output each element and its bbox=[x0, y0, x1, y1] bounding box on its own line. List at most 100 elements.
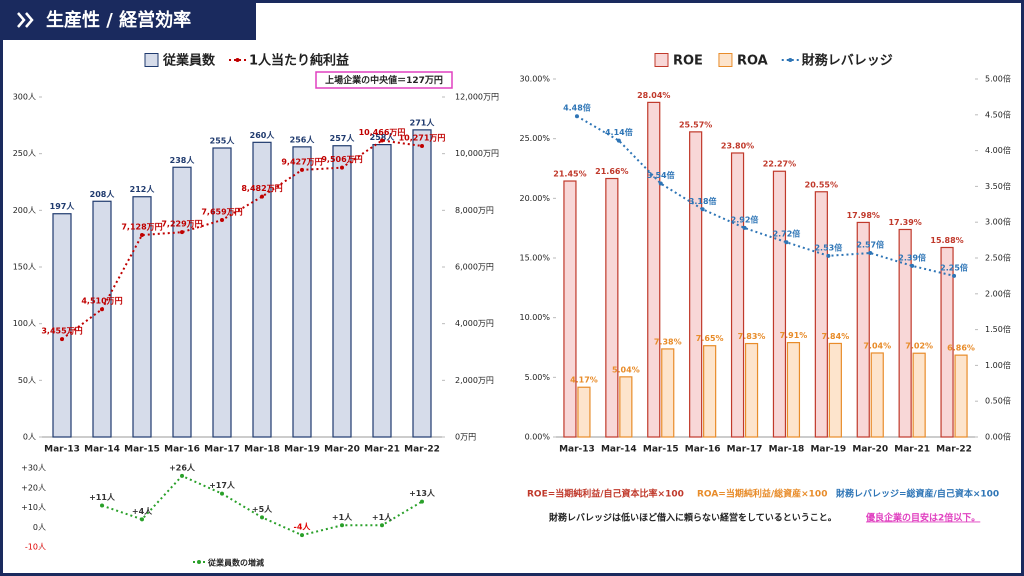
value-label: 17.98% bbox=[847, 211, 880, 220]
x-tick-label: Mar-21 bbox=[894, 445, 930, 455]
value-label: 7.91% bbox=[780, 331, 808, 340]
tick-label: 300人 bbox=[13, 93, 36, 102]
value-label: 208人 bbox=[90, 189, 116, 199]
bar bbox=[292, 146, 312, 438]
bar bbox=[92, 200, 112, 438]
tick-label: 2.00倍 bbox=[985, 288, 1011, 298]
x-tick-label: Mar-19 bbox=[810, 445, 846, 455]
header-icon bbox=[17, 12, 26, 28]
tick-label: 5.00% bbox=[525, 373, 551, 382]
bar bbox=[372, 144, 392, 438]
bar bbox=[619, 376, 633, 438]
point bbox=[910, 263, 915, 268]
bar bbox=[563, 180, 577, 438]
x-tick-label: Mar-14 bbox=[601, 445, 637, 455]
x-tick-label: Mar-15 bbox=[124, 445, 160, 455]
value-label: 3,455万円 bbox=[41, 327, 82, 336]
value-label: 7.04% bbox=[863, 341, 891, 350]
tick-label: 250人 bbox=[13, 149, 36, 158]
point bbox=[574, 114, 579, 119]
value-label: 17.39% bbox=[888, 218, 921, 227]
point bbox=[140, 517, 144, 522]
value-label: +5人 bbox=[252, 504, 273, 514]
value-label: 9,506万円 bbox=[321, 155, 362, 164]
value-label: 2.25倍 bbox=[940, 262, 968, 272]
x-tick-label: Mar-16 bbox=[164, 445, 200, 455]
tick-label: 30.00% bbox=[519, 75, 550, 84]
value-label: 212人 bbox=[130, 184, 156, 194]
bar bbox=[172, 166, 192, 438]
value-label: 197人 bbox=[50, 201, 76, 211]
bar bbox=[912, 352, 926, 438]
tick-label: 10,000万円 bbox=[455, 149, 499, 158]
x-tick-label: Mar-19 bbox=[284, 445, 320, 455]
point bbox=[100, 503, 104, 508]
tick-label: 200人 bbox=[13, 206, 36, 215]
tick-label: 6,000万円 bbox=[455, 263, 494, 272]
bar bbox=[828, 342, 842, 438]
tick-label: 100人 bbox=[13, 319, 36, 328]
legend-swatch bbox=[654, 53, 669, 67]
legend-swatch bbox=[718, 53, 733, 67]
point bbox=[952, 273, 957, 278]
point bbox=[260, 194, 264, 199]
header-icon bbox=[25, 12, 34, 28]
point bbox=[742, 225, 747, 230]
tick-label: +30人 bbox=[21, 464, 46, 473]
value-label: 8,482万円 bbox=[241, 184, 282, 193]
point bbox=[340, 165, 344, 170]
x-tick-label: Mar-15 bbox=[643, 445, 679, 455]
x-tick-label: Mar-13 bbox=[44, 445, 80, 455]
bar bbox=[744, 342, 759, 438]
point bbox=[826, 253, 831, 258]
bar bbox=[605, 177, 619, 438]
tick-label: 25.00% bbox=[519, 134, 550, 143]
tick-label: -10人 bbox=[25, 543, 46, 552]
annotation: 上場企業の中央値＝127万円 bbox=[325, 74, 443, 86]
point bbox=[180, 473, 184, 478]
bar bbox=[132, 196, 152, 438]
note: 優良企業の目安は2倍以下。 bbox=[865, 512, 980, 524]
tick-label: 3.50倍 bbox=[985, 181, 1011, 191]
value-label: 7.38% bbox=[654, 337, 682, 346]
value-label: +4人 bbox=[132, 506, 153, 516]
bar bbox=[814, 191, 828, 438]
tick-label: 2,000万円 bbox=[455, 376, 494, 385]
value-label: 256人 bbox=[290, 134, 316, 144]
line bbox=[576, 115, 955, 277]
point bbox=[340, 523, 344, 528]
note: 財務レバレッジ=総資産/自己資本×100 bbox=[835, 488, 999, 500]
value-label: 4,510万円 bbox=[81, 297, 122, 306]
legend-label: ROA bbox=[737, 54, 768, 69]
tick-label: 12,000万円 bbox=[455, 93, 499, 102]
value-label: +1人 bbox=[332, 512, 353, 522]
value-label: +11人 bbox=[89, 492, 116, 502]
point bbox=[260, 515, 264, 520]
x-tick-label: Mar-17 bbox=[727, 445, 763, 455]
value-label: 260人 bbox=[250, 130, 276, 140]
x-tick-label: Mar-18 bbox=[769, 445, 805, 455]
tick-label: 10.00% bbox=[519, 313, 550, 322]
bar bbox=[52, 213, 72, 438]
bar bbox=[332, 145, 352, 438]
value-label: 2.39倍 bbox=[898, 252, 926, 262]
value-label: 6.86% bbox=[947, 344, 975, 353]
point bbox=[140, 233, 144, 238]
bar bbox=[689, 131, 703, 438]
bar bbox=[212, 147, 232, 438]
tick-label: 50人 bbox=[18, 376, 36, 385]
bar bbox=[730, 152, 745, 438]
x-tick-label: Mar-22 bbox=[404, 445, 440, 455]
value-label: 21.66% bbox=[595, 167, 628, 176]
tick-label: 4.50倍 bbox=[985, 109, 1011, 119]
note: ROE=当期純利益/自己資本比率×100 bbox=[527, 488, 684, 500]
point bbox=[100, 307, 104, 312]
value-label: 7,659万円 bbox=[201, 207, 242, 216]
tick-label: 15.00% bbox=[519, 254, 550, 263]
tick-label: 8,000万円 bbox=[455, 206, 494, 215]
x-tick-label: Mar-18 bbox=[244, 445, 280, 455]
tick-label: 1.50倍 bbox=[985, 324, 1011, 334]
value-label: 9,427万円 bbox=[281, 157, 322, 166]
point bbox=[300, 533, 304, 538]
